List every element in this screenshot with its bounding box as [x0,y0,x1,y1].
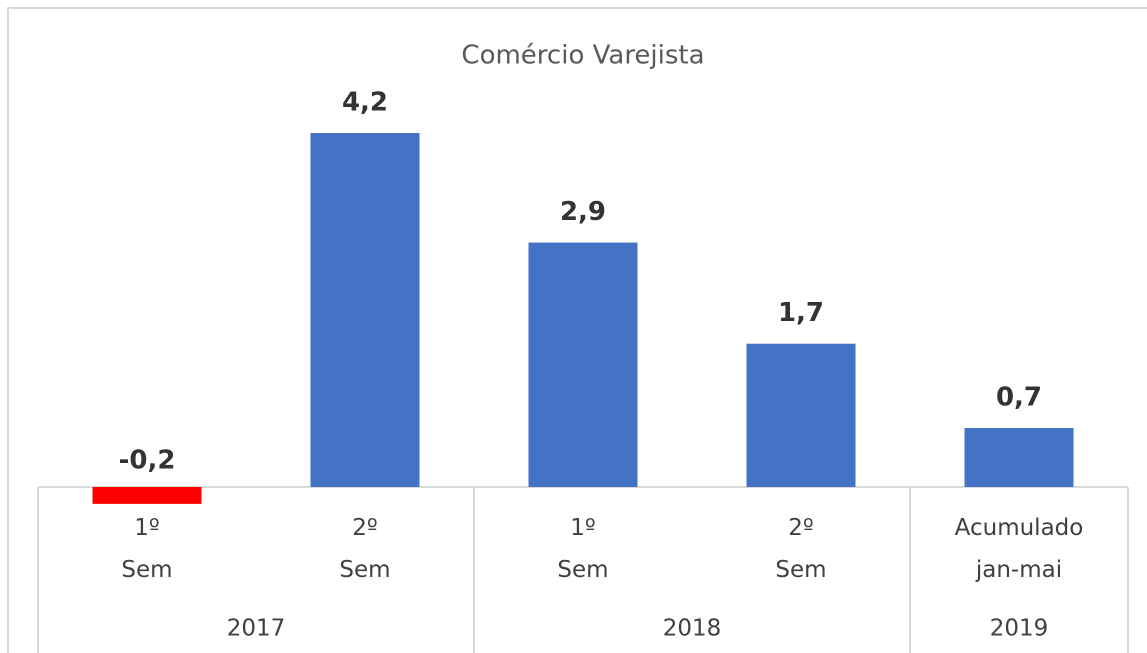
data-label: 2,9 [560,197,606,227]
bar [92,487,202,504]
group-label: 2019 [990,616,1049,642]
group-label: 2018 [663,616,722,642]
x-tick-label: 1º Sem [121,515,172,583]
data-label: 1,7 [778,298,824,328]
bar [310,133,420,487]
data-label: 4,2 [342,88,388,118]
chart-title: Comércio Varejista [461,41,704,71]
group-label: 2017 [227,616,286,642]
x-tick-label: 1º Sem [557,515,608,583]
x-tick-label: Acumulado jan-mai [955,515,1084,583]
data-label: 0,7 [996,383,1042,413]
x-tick-label: 2º Sem [775,515,826,583]
bar [528,242,638,487]
data-label: -0,2 [119,446,176,476]
bar [746,343,856,487]
x-tick-label: 2º Sem [339,515,390,583]
bar [964,428,1074,487]
